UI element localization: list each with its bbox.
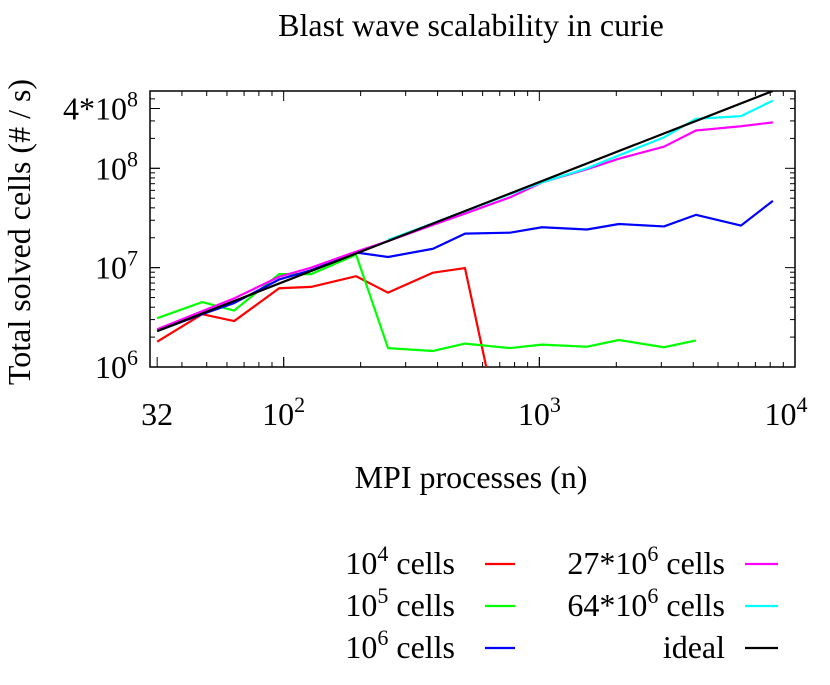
x-tick-label: 103 [518, 392, 561, 432]
plot-frame [149, 90, 796, 368]
y-tick-label: 108 [95, 146, 138, 186]
series-line-3 [156, 121, 773, 331]
legend-label-1: 105 cells [345, 583, 455, 623]
x-axis-label: MPI processes (n) [355, 459, 588, 495]
series-line-1 [156, 253, 697, 353]
y-tick-label: 4*108 [63, 86, 138, 126]
axis-ticks: 32 102 103 104 106 107 108 4*108 [63, 86, 808, 432]
legend-label-2: 106 cells [345, 625, 455, 665]
chart-title: Blast wave scalability in curie [278, 7, 664, 43]
y-axis-label: Total solved cells (# / s) [1, 79, 37, 385]
legend-label-5: ideal [663, 629, 725, 665]
series-lines [156, 91, 774, 367]
legend-label-3: 27*106 cells [567, 541, 725, 581]
y-tick-label: 107 [95, 246, 138, 286]
legend-label-4: 64*106 cells [567, 583, 725, 623]
x-tick-label: 104 [765, 392, 808, 432]
x-tick-label: 32 [141, 396, 173, 432]
series-line-0 [156, 266, 488, 367]
y-tick-label: 106 [95, 345, 138, 385]
x-tick-label: 102 [262, 392, 305, 432]
legend-label-0: 104 cells [345, 541, 455, 581]
plot-area [149, 90, 796, 368]
series-line-2 [156, 200, 774, 333]
series-line-5 [156, 91, 774, 333]
